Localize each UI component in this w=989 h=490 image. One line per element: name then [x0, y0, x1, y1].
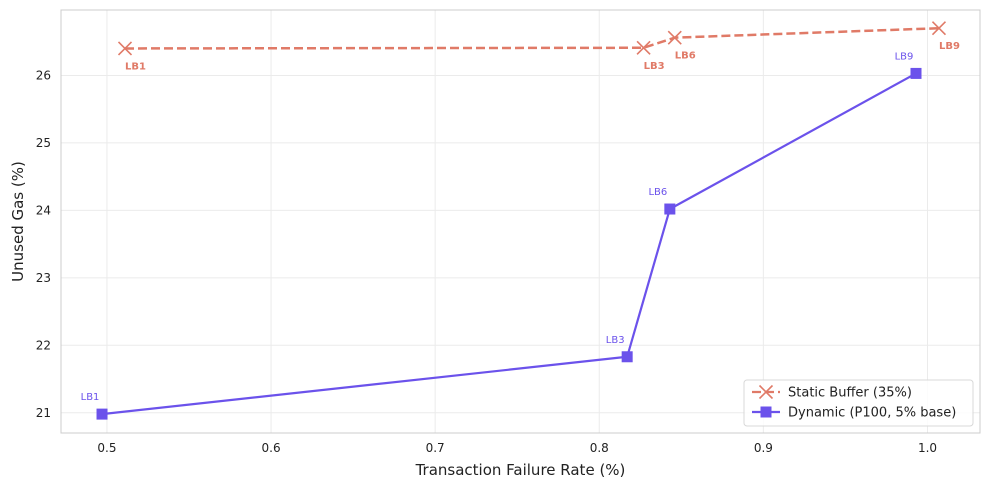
legend-box: [743, 379, 974, 427]
point-label: LB6: [675, 51, 696, 62]
y-tick-label: 24: [36, 203, 51, 217]
y-tick-label: 21: [36, 406, 51, 420]
legend: Static Buffer (35%) Dynamic (P100, 5% bas…: [743, 379, 974, 427]
legend-label: Static Buffer (35%): [788, 386, 912, 401]
data-point: [621, 351, 633, 363]
data-point: [117, 41, 133, 56]
legend-entry: Static Buffer (35%): [752, 384, 912, 401]
series-dynamic: LB1 LB3 LB6 LB9: [81, 51, 922, 420]
point-label: LB3: [606, 335, 625, 346]
legend-entry: Dynamic (P100, 5% base): [752, 406, 956, 421]
point-label: LB9: [895, 51, 914, 62]
data-point: [910, 67, 922, 79]
y-tick-label: 26: [36, 68, 51, 82]
series-static-buffer: LB1 LB3 LB6 LB9: [117, 21, 960, 72]
y-tick-label: 22: [36, 338, 51, 352]
x-tick-label: 1.0: [918, 441, 937, 455]
legend-marker: [760, 406, 772, 418]
point-label: LB1: [125, 61, 146, 72]
legend-label: Dynamic (P100, 5% base): [788, 406, 956, 421]
y-axis-title: Unused Gas (%): [9, 161, 27, 282]
data-point: [664, 203, 676, 215]
point-label: LB3: [644, 61, 665, 72]
data-point: [931, 21, 947, 36]
y-tick-label: 25: [36, 136, 51, 150]
x-axis-ticks: 0.5 0.6 0.7 0.8 0.9 1.0: [97, 441, 937, 455]
y-tick-label: 23: [36, 271, 51, 285]
x-tick-label: 0.8: [590, 441, 609, 455]
series-line: [101, 72, 917, 416]
series-line: [125, 26, 940, 50]
x-tick-label: 0.9: [754, 441, 773, 455]
x-axis-title: Transaction Failure Rate (%): [415, 461, 626, 479]
x-tick-label: 0.6: [262, 441, 281, 455]
data-point: [636, 40, 651, 55]
series-layer: LB1 LB3 LB6 LB9 LB1 LB3 LB6 LB9: [81, 21, 960, 420]
x-tick-label: 0.5: [97, 441, 116, 455]
data-point: [96, 408, 108, 420]
legend-marker: [758, 384, 774, 400]
point-label: LB1: [81, 392, 100, 403]
x-tick-label: 0.7: [426, 441, 445, 455]
data-point: [667, 30, 682, 45]
point-label: LB9: [939, 41, 960, 52]
y-axis-ticks: 21 22 23 24 25 26: [36, 68, 51, 419]
point-label: LB6: [648, 187, 667, 198]
plot-area: [60, 9, 981, 434]
